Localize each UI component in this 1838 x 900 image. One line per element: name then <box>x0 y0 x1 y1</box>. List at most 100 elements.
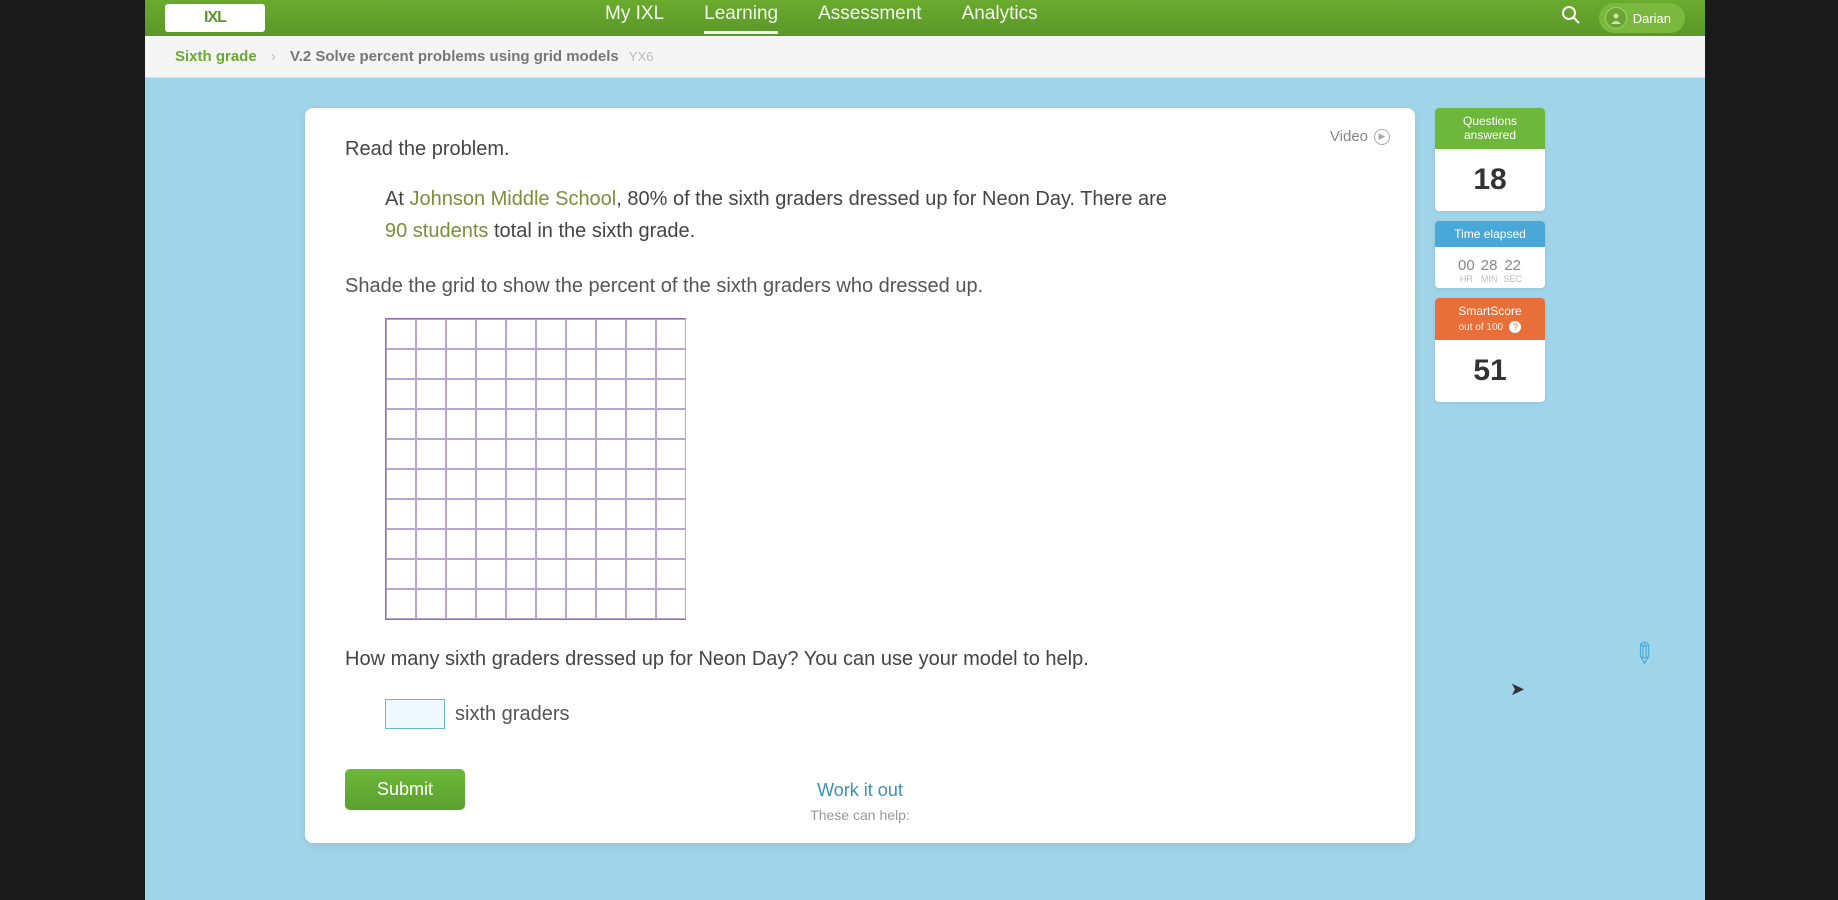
grid-cell[interactable] <box>446 319 476 349</box>
grid-cell[interactable] <box>626 469 656 499</box>
grid-cell[interactable] <box>566 349 596 379</box>
grid-cell[interactable] <box>566 409 596 439</box>
grid-cell[interactable] <box>386 529 416 559</box>
grid-cell[interactable] <box>446 499 476 529</box>
logo[interactable]: IXL <box>165 4 265 32</box>
nav-assessment[interactable]: Assessment <box>818 3 921 34</box>
grid-cell[interactable] <box>536 319 566 349</box>
grid-cell[interactable] <box>416 349 446 379</box>
grid-cell[interactable] <box>386 319 416 349</box>
grid-cell[interactable] <box>416 529 446 559</box>
grid-cell[interactable] <box>596 559 626 589</box>
grid-cell[interactable] <box>626 439 656 469</box>
grid-cell[interactable] <box>596 469 626 499</box>
grid-cell[interactable] <box>506 559 536 589</box>
grid-cell[interactable] <box>416 499 446 529</box>
grid-cell[interactable] <box>506 499 536 529</box>
grid-cell[interactable] <box>446 469 476 499</box>
grid-cell[interactable] <box>416 319 446 349</box>
grid-cell[interactable] <box>476 589 506 619</box>
grid-cell[interactable] <box>506 379 536 409</box>
grid-cell[interactable] <box>596 349 626 379</box>
info-icon[interactable]: ? <box>1509 321 1521 333</box>
grid-cell[interactable] <box>656 499 686 529</box>
nav-my-ixl[interactable]: My IXL <box>605 3 664 34</box>
grid-cell[interactable] <box>476 439 506 469</box>
grid-cell[interactable] <box>566 499 596 529</box>
grid-cell[interactable] <box>536 499 566 529</box>
grid-cell[interactable] <box>566 529 596 559</box>
grid-cell[interactable] <box>656 559 686 589</box>
grid-cell[interactable] <box>566 589 596 619</box>
grid-cell[interactable] <box>536 439 566 469</box>
search-icon[interactable] <box>1561 5 1581 31</box>
grid-cell[interactable] <box>626 379 656 409</box>
grid-cell[interactable] <box>446 529 476 559</box>
grid-cell[interactable] <box>446 589 476 619</box>
grid-cell[interactable] <box>446 349 476 379</box>
grid-cell[interactable] <box>386 589 416 619</box>
grid-cell[interactable] <box>596 319 626 349</box>
grid-cell[interactable] <box>536 409 566 439</box>
grid-cell[interactable] <box>476 559 506 589</box>
grid-cell[interactable] <box>416 469 446 499</box>
grid-cell[interactable] <box>626 409 656 439</box>
grid-cell[interactable] <box>656 409 686 439</box>
grid-cell[interactable] <box>476 469 506 499</box>
grid-cell[interactable] <box>596 379 626 409</box>
grid-cell[interactable] <box>476 499 506 529</box>
grid-cell[interactable] <box>476 349 506 379</box>
grid-cell[interactable] <box>536 379 566 409</box>
grid-cell[interactable] <box>446 439 476 469</box>
grid-cell[interactable] <box>626 319 656 349</box>
grid-cell[interactable] <box>386 409 416 439</box>
grid-cell[interactable] <box>476 409 506 439</box>
video-link[interactable]: Video ▶ <box>1330 128 1390 145</box>
grid-cell[interactable] <box>626 349 656 379</box>
grid-cell[interactable] <box>446 409 476 439</box>
grid-cell[interactable] <box>506 469 536 499</box>
grid-cell[interactable] <box>656 439 686 469</box>
grid-cell[interactable] <box>656 589 686 619</box>
grid-cell[interactable] <box>626 529 656 559</box>
grid-cell[interactable] <box>416 409 446 439</box>
grid-cell[interactable] <box>416 589 446 619</box>
grid-cell[interactable] <box>416 379 446 409</box>
grid-cell[interactable] <box>626 499 656 529</box>
grid-cell[interactable] <box>566 469 596 499</box>
grid-cell[interactable] <box>506 319 536 349</box>
grid-cell[interactable] <box>386 439 416 469</box>
grid-cell[interactable] <box>566 319 596 349</box>
grid-cell[interactable] <box>416 559 446 589</box>
grid-cell[interactable] <box>506 529 536 559</box>
grid-cell[interactable] <box>566 379 596 409</box>
breadcrumb-level[interactable]: Sixth grade <box>175 48 257 65</box>
grid-cell[interactable] <box>536 559 566 589</box>
grid-cell[interactable] <box>656 469 686 499</box>
work-it-out-link[interactable]: Work it out <box>345 780 1375 801</box>
grid-cell[interactable] <box>566 439 596 469</box>
grid-cell[interactable] <box>476 319 506 349</box>
grid-cell[interactable] <box>656 379 686 409</box>
grid-cell[interactable] <box>656 349 686 379</box>
grid-cell[interactable] <box>506 409 536 439</box>
grid-cell[interactable] <box>386 469 416 499</box>
grid-cell[interactable] <box>386 379 416 409</box>
grid-cell[interactable] <box>386 559 416 589</box>
grid-cell[interactable] <box>536 469 566 499</box>
grid-cell[interactable] <box>506 349 536 379</box>
grid-cell[interactable] <box>536 349 566 379</box>
grid-cell[interactable] <box>626 589 656 619</box>
user-menu[interactable]: Darian <box>1599 3 1685 33</box>
grid-cell[interactable] <box>416 439 446 469</box>
grid-cell[interactable] <box>566 559 596 589</box>
percent-grid[interactable] <box>385 318 686 620</box>
grid-cell[interactable] <box>626 559 656 589</box>
grid-cell[interactable] <box>506 589 536 619</box>
grid-cell[interactable] <box>386 499 416 529</box>
grid-cell[interactable] <box>506 439 536 469</box>
grid-cell[interactable] <box>386 349 416 379</box>
grid-cell[interactable] <box>446 559 476 589</box>
grid-cell[interactable] <box>596 529 626 559</box>
nav-analytics[interactable]: Analytics <box>962 3 1038 34</box>
